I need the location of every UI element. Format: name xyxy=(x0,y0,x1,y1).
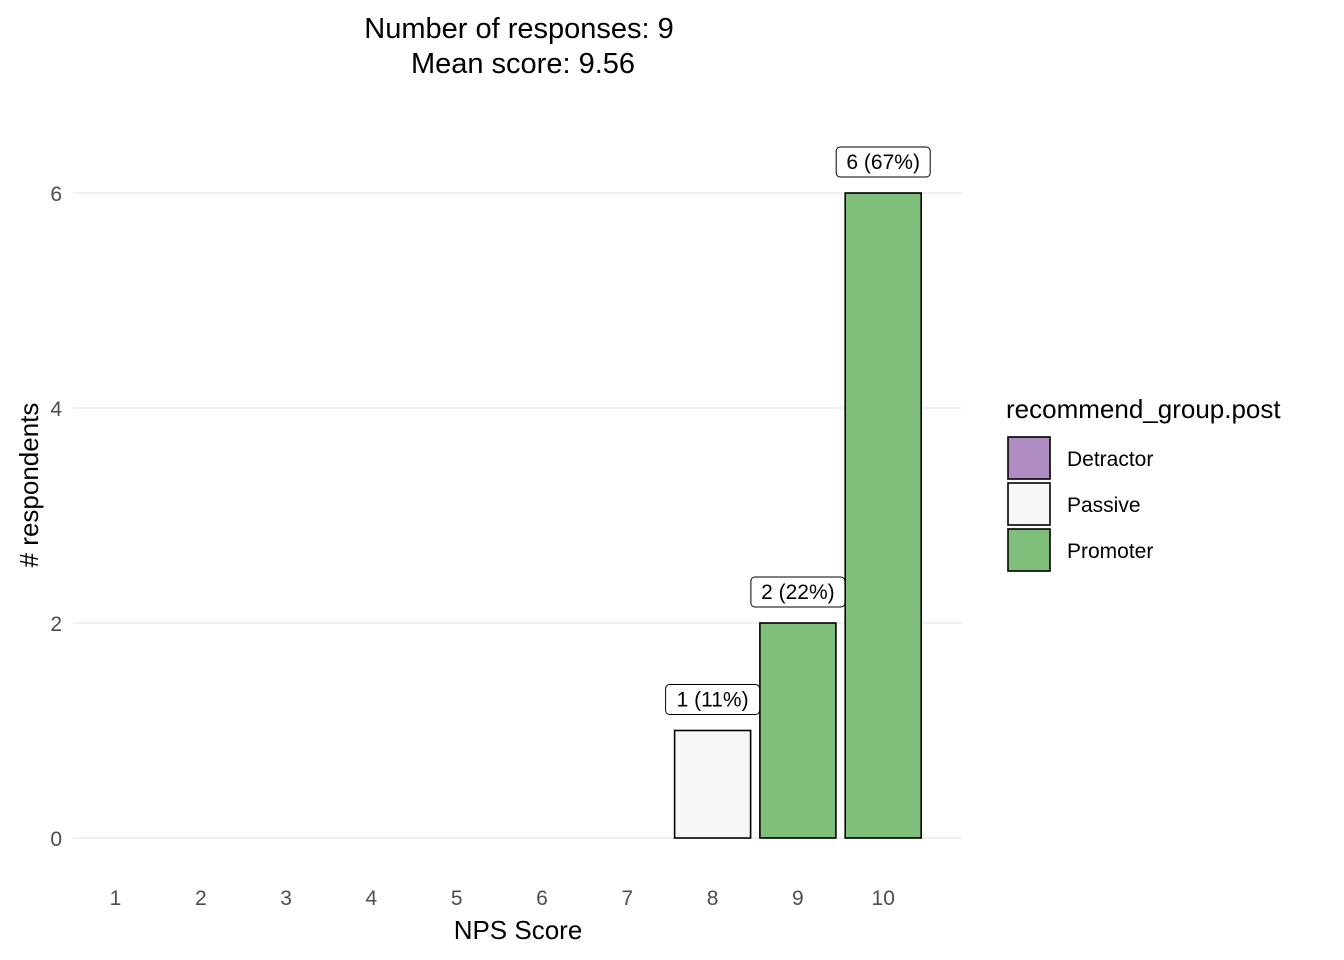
bar xyxy=(759,622,837,839)
data-label-box xyxy=(750,576,846,608)
x-axis-title: NPS Score xyxy=(454,915,583,945)
legend-swatch xyxy=(1007,528,1051,572)
y-tick-label: 2 xyxy=(50,613,62,636)
x-tick-label: 6 xyxy=(536,887,548,910)
x-tick-label: 8 xyxy=(707,887,719,910)
y-tick-label: 0 xyxy=(50,828,62,851)
legend-entries: Detractor Passive Promoter xyxy=(1007,436,1153,572)
x-tick-label: 5 xyxy=(451,887,463,910)
x-tick-label: 3 xyxy=(280,887,292,910)
data-label-box xyxy=(835,146,931,178)
legend-entry: Passive xyxy=(1007,482,1141,526)
y-tick-label: 6 xyxy=(50,183,62,206)
bar xyxy=(673,729,752,839)
legend-title: recommend_group.post xyxy=(1006,394,1281,424)
data-label: 2 (22%) xyxy=(750,576,846,608)
data-label-text: 6 (67%) xyxy=(846,151,920,174)
chart-title-line-2: Mean score: 9.56 xyxy=(411,48,635,80)
legend-label: Passive xyxy=(1067,494,1141,517)
y-tick-labels: 0 2 4 6 xyxy=(50,183,62,851)
bars xyxy=(673,192,923,839)
legend: recommend_group.post Detractor Passive Pro… xyxy=(1006,394,1281,572)
x-tick-label: 1 xyxy=(110,887,122,910)
data-label: 1 (11%) xyxy=(665,684,761,715)
data-label: 6 (67%) xyxy=(835,146,931,178)
y-tick-label: 4 xyxy=(50,398,62,421)
legend-swatch xyxy=(1007,436,1051,480)
data-label-text: 2 (22%) xyxy=(761,581,835,604)
data-label-text: 1 (11%) xyxy=(677,689,749,712)
bar xyxy=(844,192,923,839)
legend-swatch xyxy=(1007,482,1051,526)
x-tick-labels: 1 2 3 4 5 6 7 8 9 10 xyxy=(110,887,895,910)
x-tick-label: 2 xyxy=(195,887,207,910)
x-tick-label: 4 xyxy=(366,887,378,910)
y-axis-title: # respondents xyxy=(14,403,44,568)
x-tick-label: 7 xyxy=(621,887,633,910)
x-tick-label: 9 xyxy=(792,887,804,910)
data-labels: 1 (11%) 2 (22%) 6 (67%) xyxy=(665,146,931,715)
legend-label: Detractor xyxy=(1067,448,1153,471)
chart-title-line-1: Number of responses: 9 xyxy=(364,13,673,45)
legend-entry: Promoter xyxy=(1007,528,1153,572)
legend-label: Promoter xyxy=(1067,540,1153,563)
x-tick-label: 10 xyxy=(872,887,895,910)
chart-title: Number of responses: 9 Mean score: 9.56 xyxy=(364,13,673,80)
legend-entry: Detractor xyxy=(1007,436,1153,480)
data-label-box xyxy=(665,684,761,715)
